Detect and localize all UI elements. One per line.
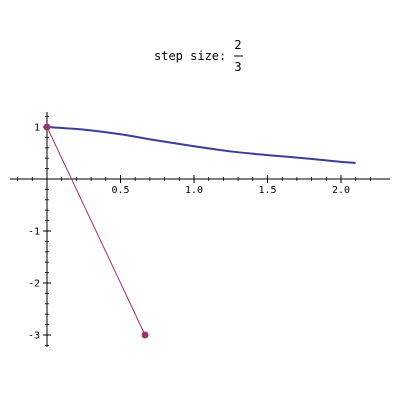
x-tick-label: 0.5 bbox=[111, 185, 129, 196]
euler-point bbox=[141, 331, 149, 339]
title-denominator: 3 bbox=[234, 60, 241, 74]
y-tick-label: -2 bbox=[28, 279, 40, 290]
title-numerator: 2 bbox=[234, 38, 241, 52]
y-tick-label: -3 bbox=[28, 331, 40, 342]
y-tick-label: -1 bbox=[28, 227, 40, 238]
exact-solution-curve bbox=[46, 126, 356, 164]
series-layer bbox=[43, 123, 356, 339]
euler-point bbox=[43, 123, 51, 131]
euler-step-line bbox=[46, 126, 146, 336]
y-ticks: 1 -1 -2 -3 bbox=[28, 116, 51, 346]
y-tick-label: 1 bbox=[34, 123, 40, 134]
chart-title: step size: 2 3 bbox=[154, 38, 243, 74]
x-tick-label: 1.5 bbox=[258, 185, 276, 196]
title-prefix: step size: bbox=[154, 49, 226, 63]
x-tick-label: 1.0 bbox=[185, 185, 203, 196]
x-tick-label: 2.0 bbox=[332, 185, 350, 196]
x-ticks: 0.5 1.0 1.5 2.0 bbox=[17, 175, 371, 196]
